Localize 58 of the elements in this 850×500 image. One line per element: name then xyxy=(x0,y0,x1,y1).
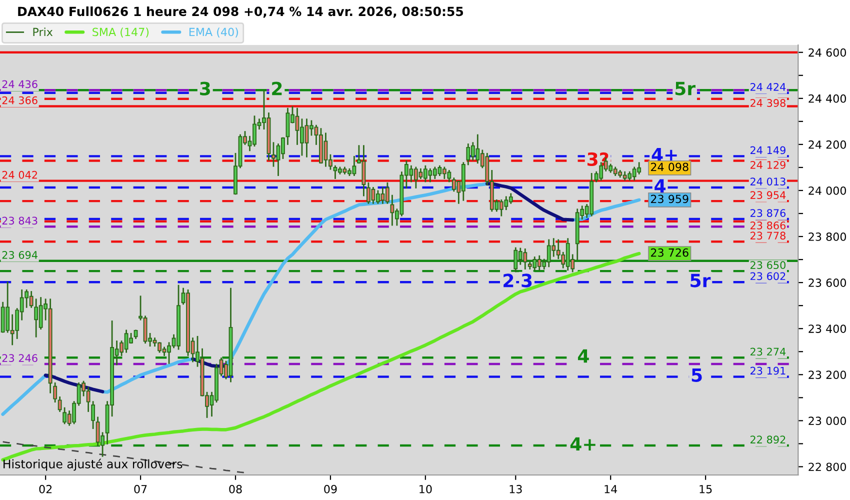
x-tick-label: 14 xyxy=(604,485,618,494)
x-tick-label: 10 xyxy=(420,484,432,494)
text: SMA (147) xyxy=(92,28,149,38)
annotation: 4 xyxy=(654,179,666,192)
ref-line-label: 23 191 xyxy=(750,366,786,375)
annotation: 24 436 xyxy=(2,80,38,88)
chart-title: DAX40 Full0626 1 heure 24 098 +0,74 % 14 avr. 2026, 08:50:55 xyxy=(18,6,464,18)
data-label: 23 726 xyxy=(651,248,688,257)
ref-line-label: 23 954 xyxy=(750,191,786,200)
x-tick-label: 07 xyxy=(134,484,147,494)
annotation: 5 xyxy=(692,368,702,382)
y-tick-label: 22 800 xyxy=(808,462,846,472)
annotation: 23 843 xyxy=(2,216,38,225)
y-tick-label: 23 400 xyxy=(808,324,846,333)
ref-line-label: 23 778 xyxy=(750,232,786,240)
annotation: 5r xyxy=(690,274,711,288)
ref-line-label: 23 876 xyxy=(750,209,786,218)
ref-line-label: 23 274 xyxy=(750,348,786,356)
annotation: 3? xyxy=(588,152,608,166)
ref-line-label: 22 892 xyxy=(750,436,786,444)
annotation: Historique ajusté aux rollovers xyxy=(4,458,182,471)
annotation: 2 xyxy=(504,274,514,288)
annotation: 3 xyxy=(200,82,210,96)
ref-line-label: 24 149 xyxy=(750,146,786,154)
y-tick-label: 23 600 xyxy=(808,278,846,287)
annotation: 5r xyxy=(675,82,696,96)
annotation: 3 xyxy=(522,274,532,288)
x-tick-label: 08 xyxy=(229,484,242,494)
text: EMA (40) xyxy=(189,28,238,38)
ref-line-label: 24 129 xyxy=(750,160,786,169)
annotation: 23 246 xyxy=(2,354,38,362)
annotation: 23 694 xyxy=(2,251,38,259)
annotation: 2 xyxy=(272,82,282,96)
annotation: 24 042 xyxy=(2,170,37,179)
ref-line-label: 24 424 xyxy=(750,82,786,91)
ref-line-label: 23 866 xyxy=(750,222,786,230)
annotation: 4+ xyxy=(652,148,677,162)
y-tick-label: 24 400 xyxy=(808,94,846,103)
y-tick-label: 23 800 xyxy=(808,232,846,241)
x-tick-label: 02 xyxy=(39,484,52,494)
y-tick-label: 24 000 xyxy=(808,186,846,195)
x-tick-label: 13 xyxy=(510,484,522,494)
data-label: 23 959 xyxy=(651,194,688,204)
annotation: 4+ xyxy=(570,437,596,451)
ref-line-label: 24 013 xyxy=(750,178,786,186)
y-tick-label: 23 000 xyxy=(808,416,846,426)
ref-line-label: 23 602 xyxy=(750,272,786,280)
ref-line-label: 24 398 xyxy=(750,99,786,107)
y-tick-label: 24 600 xyxy=(808,48,846,57)
x-tick-label: 09 xyxy=(324,484,337,494)
y-tick-label: 24 200 xyxy=(808,140,846,149)
text: Prix xyxy=(33,28,53,36)
ref-line-label: 23 650 xyxy=(750,261,786,270)
annotation: 4 xyxy=(578,349,589,363)
y-tick-label: 23 200 xyxy=(808,370,846,380)
x-tick-label: 15 xyxy=(700,485,712,494)
text: 24 098 xyxy=(651,162,688,172)
annotation: 24 366 xyxy=(2,96,38,104)
